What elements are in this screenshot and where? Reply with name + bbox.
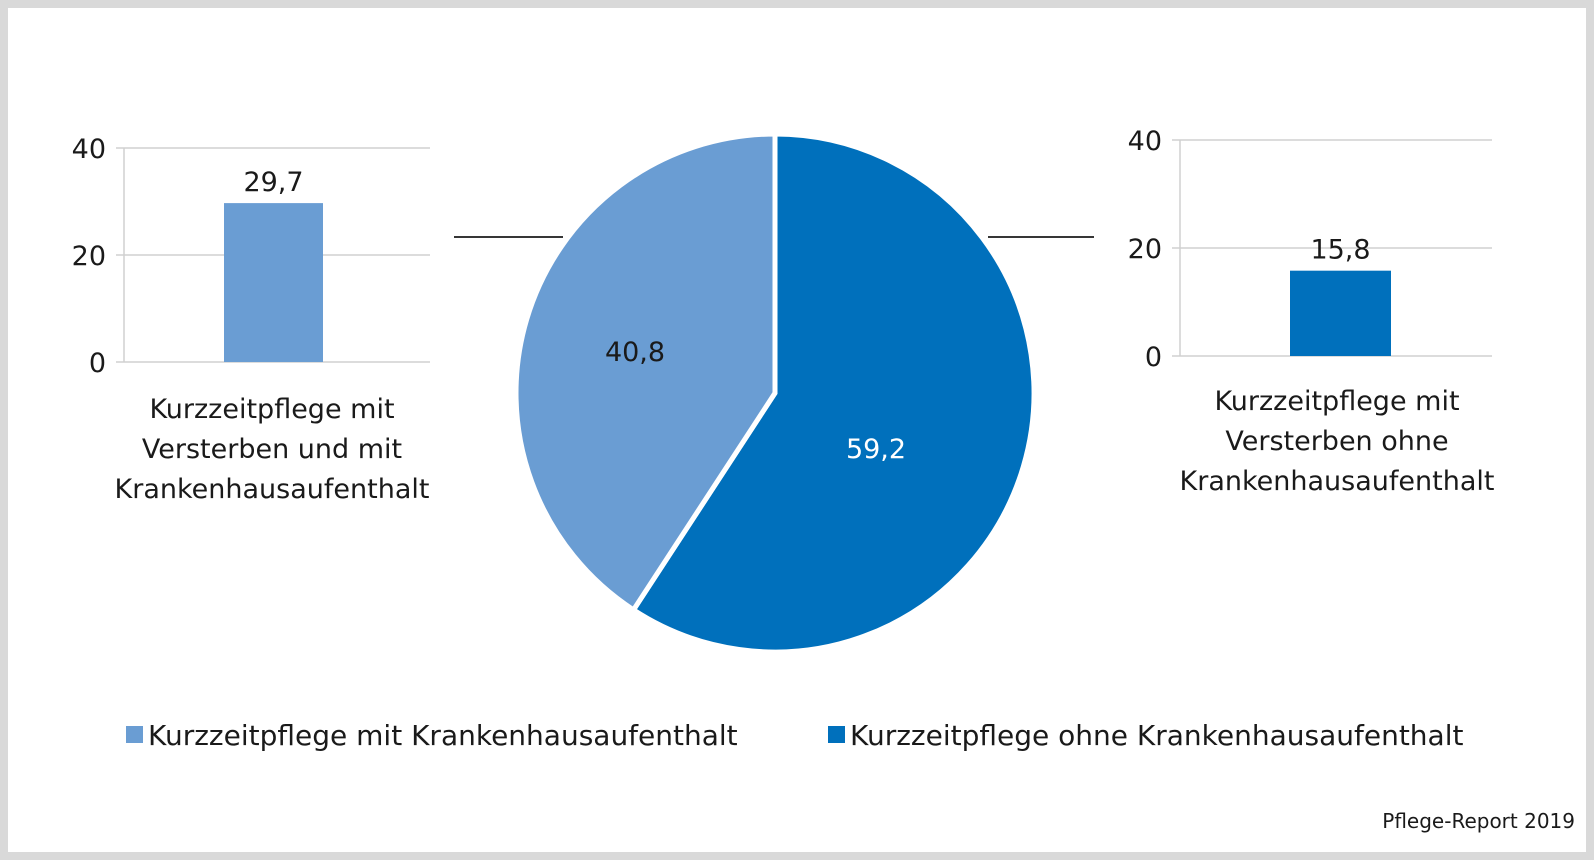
left-tick-label: 0 xyxy=(89,348,106,379)
right-tick-label: 40 xyxy=(1128,126,1162,157)
right-value-label: 15,8 xyxy=(1310,235,1370,266)
legend-label: Kurzzeitpflege mit Krankenhausaufenthalt xyxy=(148,719,738,752)
right-bar-chart: 0 20 40 15,8 Kurzzeitpflege mit Versterben oh… xyxy=(1128,126,1495,497)
left-category-label: Versterben und mit xyxy=(142,434,402,465)
right-bar xyxy=(1290,270,1391,356)
left-tick-label: 20 xyxy=(72,241,106,272)
legend: Kurzzeitpflege mit Krankenhausaufenthalt… xyxy=(126,719,1463,752)
pie-slice xyxy=(630,131,1037,655)
left-category-label: Kurzzeitpflege mit xyxy=(149,394,394,425)
right-category-label: Kurzzeitpflege mit xyxy=(1214,386,1459,417)
right-category-label: Krankenhausaufenthalt xyxy=(1180,466,1495,497)
pie-chart: 59,2 40,8 xyxy=(513,131,1037,655)
right-category-label: Versterben ohne xyxy=(1225,426,1448,457)
right-tick-label: 0 xyxy=(1145,342,1162,373)
left-value-label: 29,7 xyxy=(243,167,303,198)
source-label: Pflege-Report 2019 xyxy=(1382,809,1575,833)
legend-swatch xyxy=(828,726,845,743)
pie-slice xyxy=(513,131,778,614)
left-bar-chart: 0 20 40 29,7 Kurzzeitpflege mit Versterben un… xyxy=(72,134,430,505)
left-tick-label: 40 xyxy=(72,134,106,165)
pie-slice-label: 59,2 xyxy=(846,434,906,465)
right-tick-label: 20 xyxy=(1128,234,1162,265)
left-bar xyxy=(224,203,323,362)
pie-slice-label: 40,8 xyxy=(605,337,665,368)
legend-label: Kurzzeitpflege ohne Krankenhausaufenthal… xyxy=(850,719,1463,752)
legend-swatch xyxy=(126,726,143,743)
left-category-label: Krankenhausaufenthalt xyxy=(115,474,430,505)
